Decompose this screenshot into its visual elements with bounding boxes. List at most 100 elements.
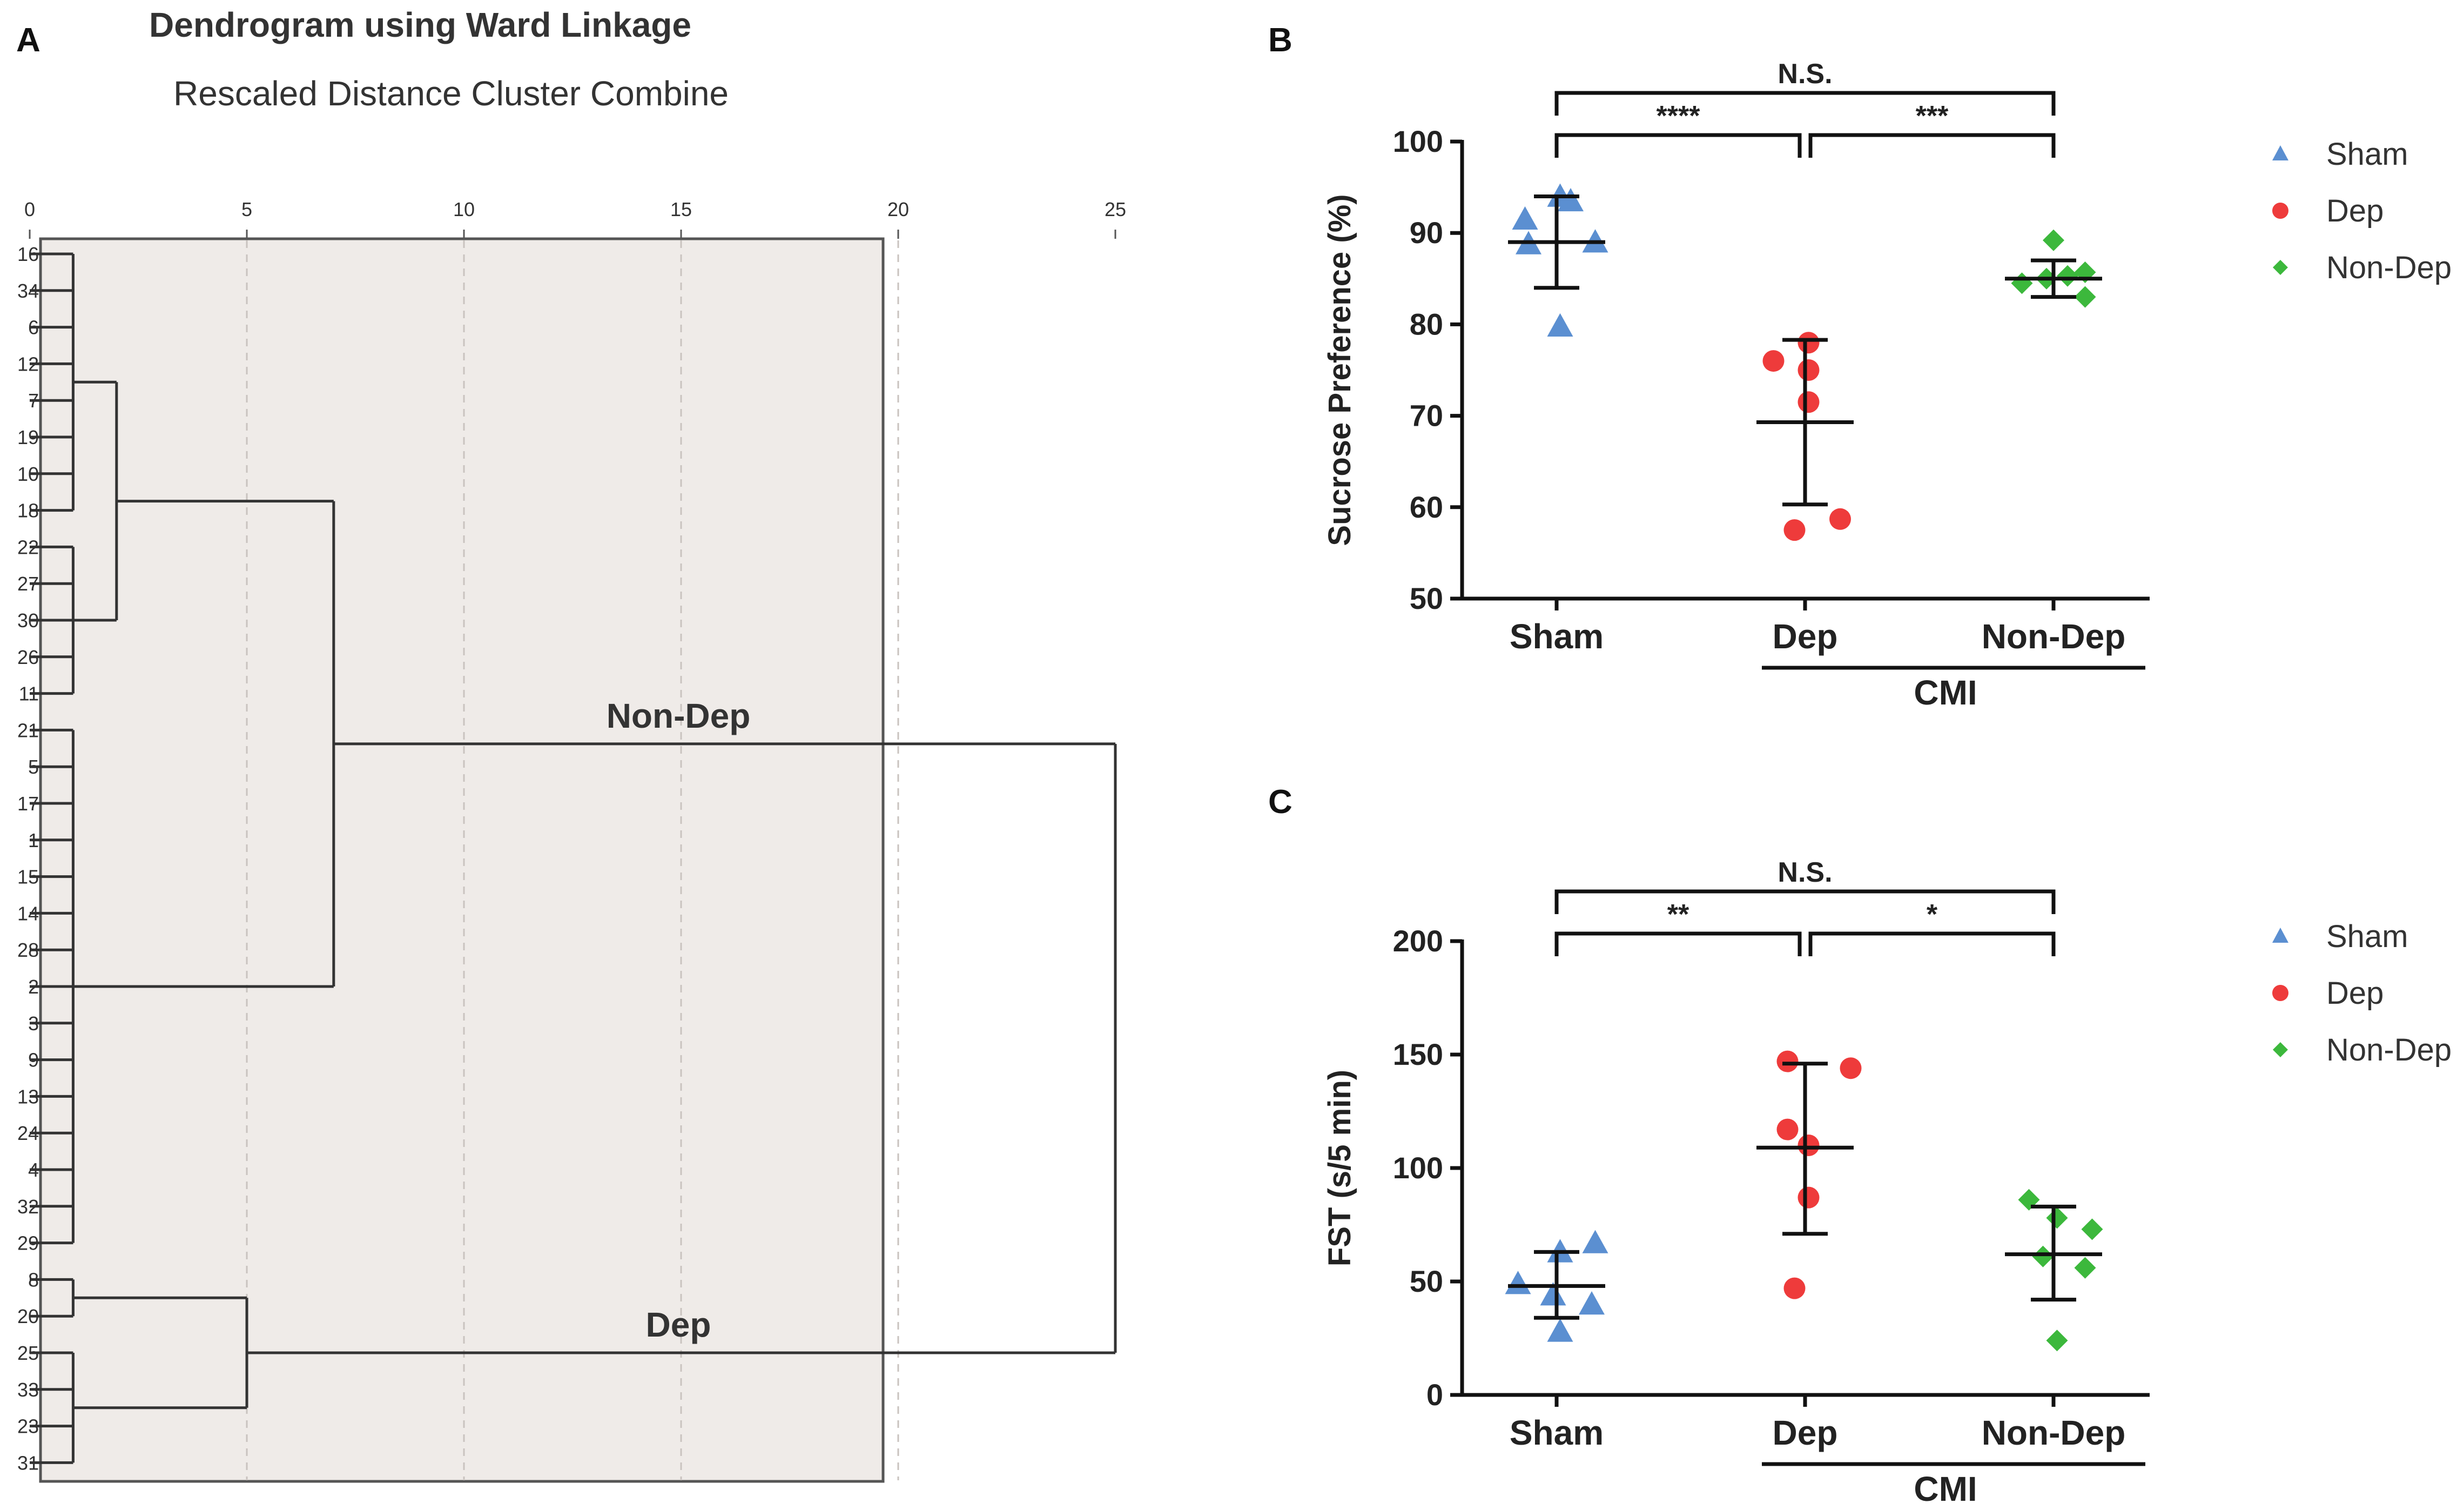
- dendrogram-tick-label: 20: [887, 198, 909, 220]
- data-point-non-dep: [2032, 1245, 2054, 1267]
- dendrogram-plot-area: [39, 237, 885, 1483]
- data-point-sham: [1512, 206, 1538, 230]
- legend-item-non-dep: Non-Dep: [2273, 250, 2452, 285]
- cmi-group-label: CMI: [1914, 1469, 1977, 1508]
- y-tick-label: 200: [1393, 924, 1443, 958]
- dendrogram-subtitle: Rescaled Distance Cluster Combine: [173, 74, 729, 113]
- x-category-label: Non-Dep: [1982, 1413, 2126, 1452]
- data-point-dep: [1776, 1050, 1799, 1072]
- data-point-dep: [1797, 391, 1820, 413]
- data-point-non-dep: [2046, 1330, 2068, 1352]
- y-tick-label: 0: [1426, 1378, 1443, 1412]
- significance-bracket: [1554, 931, 1802, 956]
- legend-label: Sham: [2326, 919, 2408, 954]
- dendrogram-leaf-labels: 1634612719101822273026112151711514282391…: [17, 243, 39, 1474]
- x-category-label: Dep: [1773, 1413, 1838, 1452]
- y-tick-label: 90: [1410, 216, 1443, 250]
- dendrogram-gridlines: [246, 240, 899, 1480]
- legend-marker-triangle: [2272, 928, 2288, 943]
- dendrogram-tick-label: 15: [670, 198, 692, 220]
- panel-letter-c: C: [1268, 783, 1292, 821]
- data-point-dep: [1783, 1277, 1806, 1299]
- data-point-dep: [1829, 508, 1851, 530]
- data-point-non-dep: [2011, 272, 2033, 294]
- data-point-sham: [1579, 1291, 1605, 1315]
- significance-label: *: [1927, 899, 1938, 930]
- data-point-sham: [1505, 1271, 1531, 1294]
- significance-label: ***: [1916, 100, 1949, 132]
- significance-bracket: [1554, 889, 2056, 914]
- x-category-label: Non-Dep: [1982, 617, 2126, 656]
- dendrogram-tick-label: 10: [453, 198, 475, 220]
- legend-item-dep: Dep: [2272, 193, 2384, 229]
- data-point-dep: [1783, 519, 1806, 541]
- cluster-label-dep: Dep: [646, 1305, 711, 1344]
- legend-label: Dep: [2326, 976, 2384, 1011]
- x-category-label: Dep: [1773, 617, 1838, 656]
- data-point-dep: [1797, 332, 1820, 354]
- legend-label: Non-Dep: [2326, 1032, 2452, 1068]
- legend-marker-circle: [2272, 203, 2288, 219]
- data-point-dep: [1797, 1186, 1820, 1209]
- y-tick-label: 80: [1410, 307, 1443, 341]
- y-tick-label: 50: [1410, 581, 1443, 615]
- data-point-non-dep: [2043, 229, 2064, 251]
- y-axis-title: Sucrose Preference (%): [1322, 194, 1357, 546]
- legend-marker-circle: [2272, 985, 2288, 1001]
- data-point-non-dep: [2074, 1257, 2096, 1279]
- y-axis-title: FST (s/5 min): [1322, 1070, 1357, 1266]
- dendrogram-title: Dendrogram using Ward Linkage: [149, 5, 691, 44]
- significance-label: **: [1667, 899, 1689, 930]
- x-category-label: Sham: [1510, 617, 1604, 656]
- y-tick-label: 150: [1393, 1037, 1443, 1071]
- legend-item-sham: Sham: [2272, 919, 2408, 954]
- panel-letter-b: B: [1268, 22, 1292, 59]
- legend-label: Dep: [2326, 193, 2384, 229]
- y-tick-label: 100: [1393, 1151, 1443, 1185]
- significance-label: ****: [1657, 100, 1701, 132]
- dendrogram-tick-label: 0: [24, 198, 35, 220]
- y-tick-label: 50: [1410, 1264, 1443, 1298]
- data-point-sham: [1558, 187, 1584, 212]
- panel-letter-a: A: [16, 22, 41, 59]
- significance-label: N.S.: [1778, 58, 1832, 90]
- dendrogram-branches: [30, 252, 1117, 1464]
- dendrogram-tick-label: 25: [1105, 198, 1126, 220]
- data-point-dep: [1797, 359, 1820, 381]
- significance-bracket: [1808, 133, 2056, 158]
- data-point-non-dep: [2081, 1218, 2103, 1240]
- legend-marker-diamond: [2273, 260, 2288, 275]
- panel-a-dendrogram: A Dendrogram using Ward Linkage Rescaled…: [16, 5, 1126, 1483]
- data-point-non-dep: [2046, 1207, 2068, 1229]
- data-point-dep: [1797, 1135, 1820, 1156]
- cmi-group-label: CMI: [1914, 673, 1977, 712]
- y-tick-label: 100: [1393, 124, 1443, 158]
- legend-label: Sham: [2326, 137, 2408, 172]
- data-point-dep: [1762, 350, 1785, 372]
- legend-marker-diamond: [2273, 1042, 2288, 1057]
- y-tick-label: 60: [1410, 490, 1443, 524]
- x-category-label: Sham: [1510, 1413, 1604, 1452]
- legend-item-non-dep: Non-Dep: [2273, 1032, 2452, 1068]
- data-point-sham: [1547, 1318, 1573, 1342]
- data-point-sham: [1582, 1230, 1608, 1253]
- cluster-label-non-dep: Non-Dep: [607, 696, 751, 735]
- legend-item-sham: Sham: [2272, 137, 2408, 172]
- legend-marker-triangle: [2272, 145, 2288, 160]
- data-point-non-dep: [2074, 286, 2096, 308]
- dendrogram-tick-label: 5: [241, 198, 252, 220]
- dendrogram-x-ticks: 0 5 10 15 20 25: [24, 198, 1126, 239]
- y-tick-label: 70: [1410, 399, 1443, 433]
- significance-bracket: [1554, 133, 1802, 158]
- significance-bracket: [1554, 91, 2056, 116]
- legend-label: Non-Dep: [2326, 250, 2452, 285]
- significance-bracket: [1808, 931, 2056, 956]
- data-point-non-dep: [2057, 265, 2078, 287]
- data-point-dep: [1840, 1057, 1862, 1079]
- data-point-sham: [1540, 1282, 1566, 1306]
- data-point-sham: [1547, 313, 1573, 337]
- data-point-dep: [1776, 1118, 1799, 1140]
